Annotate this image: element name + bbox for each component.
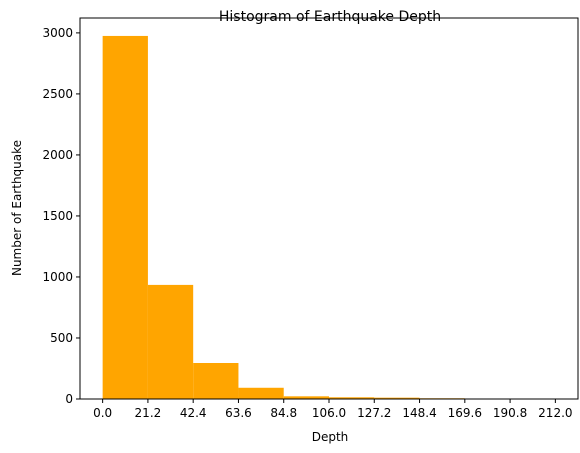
x-tick-label: 190.8	[493, 406, 527, 420]
x-axis: 0.0 21.2 42.4 63.6 84.8 106.0 127.2 148.4 169.6 1…	[93, 399, 573, 420]
x-tick-label: 84.8	[270, 406, 297, 420]
x-tick-label: 21.2	[135, 406, 162, 420]
x-tick-label: 169.6	[448, 406, 482, 420]
y-tick-label: 500	[50, 331, 73, 345]
bars-layer	[102, 35, 556, 399]
x-tick-label: 148.4	[402, 406, 436, 420]
y-tick-label: 0	[65, 392, 73, 406]
x-axis-label: Depth	[312, 430, 349, 444]
histogram-bar	[283, 396, 329, 399]
histogram-bar	[238, 387, 284, 399]
x-tick-label: 127.2	[357, 406, 391, 420]
y-tick-label: 2000	[42, 148, 73, 162]
histogram-bar	[147, 284, 194, 399]
y-tick-label: 2500	[42, 87, 73, 101]
x-tick-label: 42.4	[180, 406, 207, 420]
x-tick-label: 0.0	[93, 406, 112, 420]
y-axis-label: Number of Earthquake	[10, 140, 24, 276]
y-axis: 0 500 1000 1500 2000 2500 3000	[42, 26, 80, 406]
histogram-bar	[374, 397, 420, 399]
plot-area-frame	[79, 17, 579, 400]
x-tick-label: 63.6	[225, 406, 252, 420]
y-tick-label: 1000	[42, 270, 73, 284]
histogram-bar	[329, 397, 375, 399]
y-tick-label: 1500	[42, 209, 73, 223]
x-tick-label: 106.0	[312, 406, 346, 420]
x-tick-label: 212.0	[538, 406, 572, 420]
y-tick-label: 3000	[42, 26, 73, 40]
chart-title: Histogram of Earthquake Depth	[219, 9, 441, 25]
histogram-bar	[193, 363, 239, 399]
histogram-bar	[102, 35, 148, 399]
